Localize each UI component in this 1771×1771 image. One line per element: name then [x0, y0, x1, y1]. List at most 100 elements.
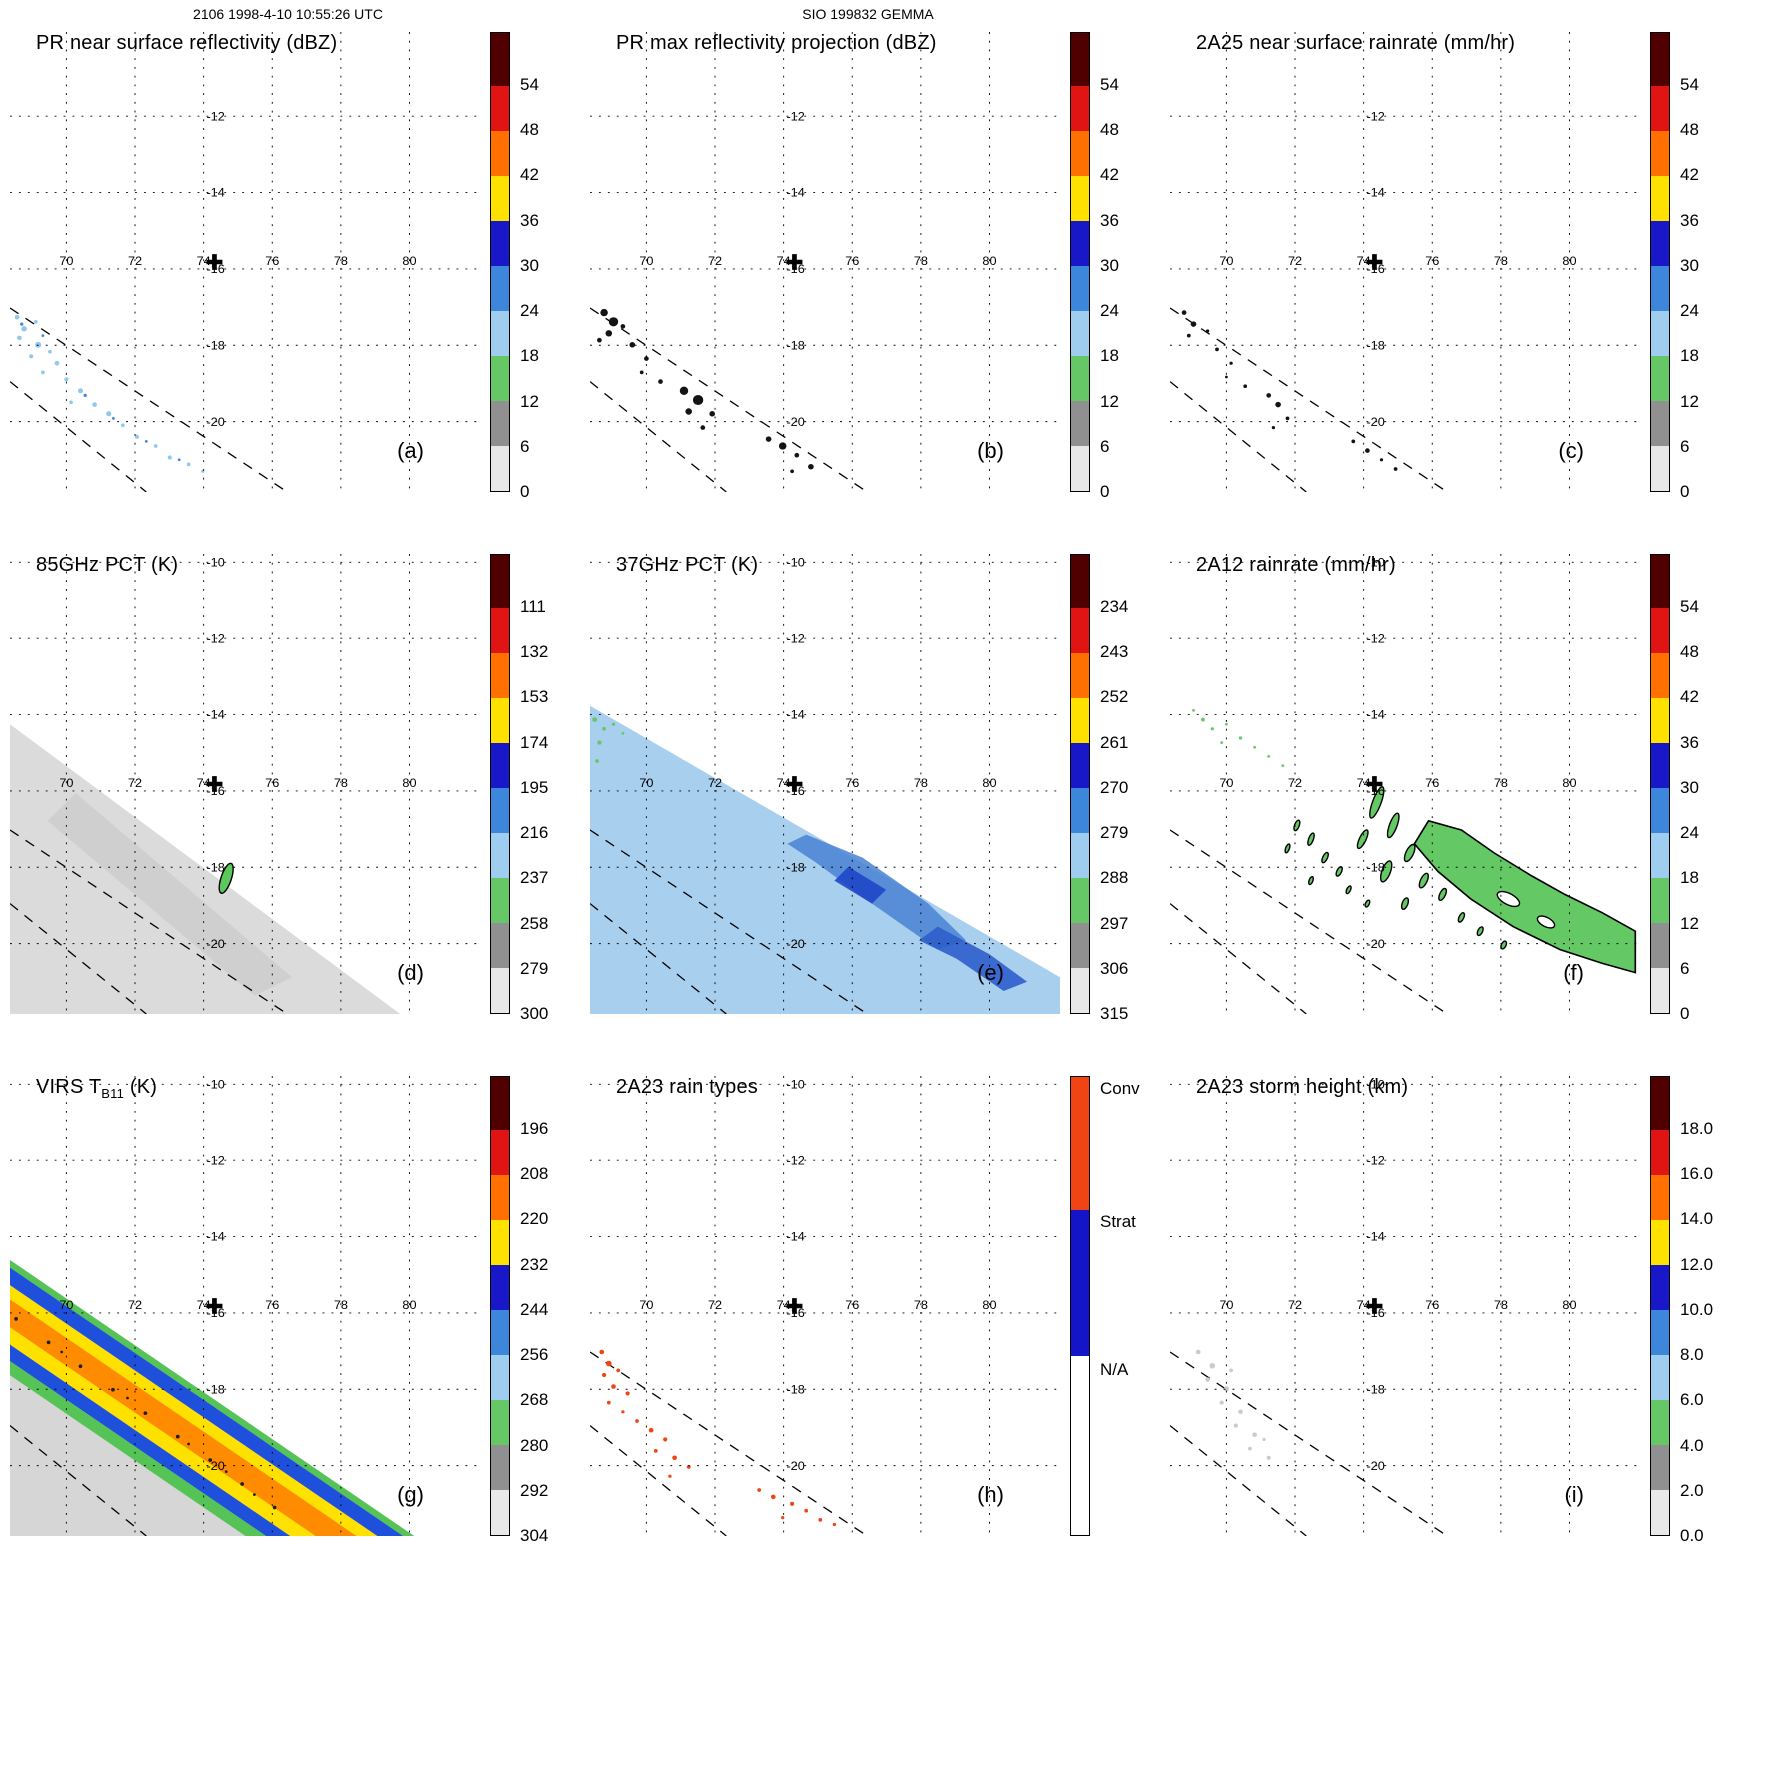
colorbar-segment: [1071, 922, 1089, 968]
latitude-tick-label: -18: [206, 1383, 224, 1397]
colorbar-tick-label: 6.0: [1680, 1390, 1704, 1410]
latitude-tick-label: -18: [786, 861, 804, 875]
colorbar-tick-label: 16.0: [1680, 1164, 1714, 1184]
latitude-tick-label: -18: [206, 861, 224, 875]
latitude-tick-label: -18: [1366, 339, 1384, 353]
panel-title: 2A25 near surface rainrate (mm/hr): [1196, 32, 1516, 54]
latitude-tick-label: -16: [206, 262, 224, 276]
colorbar-tick-label: 196: [520, 1118, 549, 1138]
colorbar-tick-label: 10.0: [1680, 1299, 1714, 1319]
colorbar-tick-label: 6: [1100, 436, 1110, 456]
colorbar-tick-label: 174: [520, 732, 549, 752]
colorbar-tick-label: 12.0: [1680, 1254, 1714, 1274]
colorbar: [490, 32, 510, 492]
colorbar-segment: [491, 697, 509, 743]
colorbar-segment: [1071, 33, 1089, 86]
colorbar-segment: [491, 220, 509, 266]
panel-grid: 70 72 74 76 78 80 -12 -14 -16 -18 -20 PR near surf…: [10, 32, 1748, 1545]
colorbar-tick-label: 18: [1680, 346, 1699, 366]
colorbar-tick-label: 36: [1100, 210, 1119, 230]
colorbar: [1070, 1076, 1090, 1536]
longitude-tick-label: 78: [334, 1298, 348, 1312]
colorbar-segment: [1071, 652, 1089, 698]
colorbar-segment: [1651, 1489, 1669, 1535]
colorbar-tick-label: 30: [1680, 255, 1699, 275]
colorbar-tick-label: 12: [1100, 391, 1119, 411]
colorbar-tick-label: 279: [1100, 823, 1129, 843]
colorbar-tick-label: 292: [520, 1480, 549, 1500]
colorbar-tick-label: 6: [520, 436, 530, 456]
colorbar-tick-label: 30: [1680, 777, 1699, 797]
longitude-tick-label: 80: [1562, 254, 1576, 268]
colorbar-segment: [1071, 1209, 1089, 1357]
colorbar-tick-label: 42: [1680, 687, 1699, 707]
longitude-tick-label: 74: [1357, 1298, 1371, 1312]
colorbar: [1650, 554, 1670, 1014]
colorbar-tick-label: 42: [1100, 165, 1119, 185]
map-canvas: 70 72 74 76 78 80 -10 -12 -14 -16 -18 -20: [590, 1076, 1060, 1536]
latitude-tick-label: -18: [786, 1383, 804, 1397]
colorbar-tick-label: 42: [1680, 165, 1699, 185]
colorbar-segment: [1651, 555, 1669, 608]
longitude-tick-label: 70: [1219, 776, 1233, 790]
colorbar-segment: [1071, 967, 1089, 1013]
longitude-tick-label: 76: [265, 1298, 279, 1312]
longitude-tick-label: 76: [845, 776, 859, 790]
colorbar: [1650, 1076, 1670, 1536]
colorbar-tick-label: 48: [1680, 120, 1699, 140]
swath-edge-dashed-line: [590, 381, 727, 492]
colorbar-segment: [1651, 922, 1669, 968]
colorbar-segment: [1651, 1219, 1669, 1265]
colorbar-tick-label: 195: [520, 777, 549, 797]
colorbar-segment: [1651, 697, 1669, 743]
longitude-tick-label: 74: [777, 254, 791, 268]
colorbar-tick-label: 48: [1100, 120, 1119, 140]
map-area: 70 72 74 76 78 80 -12 -14 -16 -18 -20 2A25 near su…: [1170, 32, 1640, 492]
colorbar-segment: [1071, 85, 1089, 131]
colorbar-tick-label: 261: [1100, 732, 1129, 752]
swath-edge-dashed-line: [590, 1425, 727, 1536]
longitude-tick-label: 78: [914, 254, 928, 268]
colorbar-tick-label: 36: [520, 210, 539, 230]
latitude-tick-label: -16: [206, 1306, 224, 1320]
longitude-tick-label: 80: [402, 254, 416, 268]
map-speckles: [14, 314, 205, 473]
colorbar-tick-label: 234: [1100, 596, 1129, 616]
longitude-tick-label: 74: [1357, 776, 1371, 790]
colorbar-tick-label: 12: [1680, 913, 1699, 933]
latitude-tick-label: -16: [206, 784, 224, 798]
swath-edge-dashed-line: [590, 1351, 868, 1536]
swath-edge-dashed-line: [1170, 903, 1307, 1014]
map-area: 70 72 74 76 78 80 -10 -12 -14 -16 -18 -20 2A12 rain…: [1170, 554, 1640, 1014]
colorbar-tick-label: 288: [1100, 868, 1129, 888]
colorbar-segment: [491, 922, 509, 968]
colorbar-segment: [1651, 220, 1669, 266]
panel-a: 70 72 74 76 78 80 -12 -14 -16 -18 -20 PR near surf…: [10, 32, 566, 501]
colorbar-segment: [1071, 742, 1089, 788]
map-area: 70 72 74 76 78 80 -10 -12 -14 -16 -18 -20 2A23 stor…: [1170, 1076, 1640, 1536]
colorbar-segment: [491, 1264, 509, 1310]
map-region: [10, 1267, 404, 1536]
colorbar-area: 54 48 42 36 30 24 18 12 6 0: [1070, 32, 1146, 501]
latitude-tick-label: -12: [786, 631, 804, 645]
map-blob-group: [1284, 786, 1508, 950]
latitude-tick-label: -20: [206, 1459, 224, 1473]
figure-title: SIO 199832 GEMMA: [802, 6, 934, 22]
map-canvas: 70 72 74 76 78 80 -12 -14 -16 -18 -20: [10, 32, 480, 492]
latitude-tick-label: -14: [786, 1230, 804, 1244]
colorbar: [1650, 32, 1670, 492]
longitude-tick-label: 78: [334, 776, 348, 790]
longitude-tick-label: 70: [59, 254, 73, 268]
longitude-tick-label: 72: [1288, 1298, 1302, 1312]
panel-title: VIRS TB11 (K): [36, 1076, 158, 1101]
colorbar: [490, 1076, 510, 1536]
colorbar-segment: [1651, 1354, 1669, 1400]
colorbar-segment: [1651, 607, 1669, 653]
longitude-tick-label: 72: [128, 254, 142, 268]
latitude-tick-label: -12: [786, 109, 804, 123]
colorbar-segment: [1651, 175, 1669, 221]
colorbar-segment: [1071, 355, 1089, 401]
colorbar-segment: [1071, 787, 1089, 833]
colorbar-segment: [1651, 33, 1669, 86]
colorbar-tick-label: 54: [1100, 74, 1119, 94]
